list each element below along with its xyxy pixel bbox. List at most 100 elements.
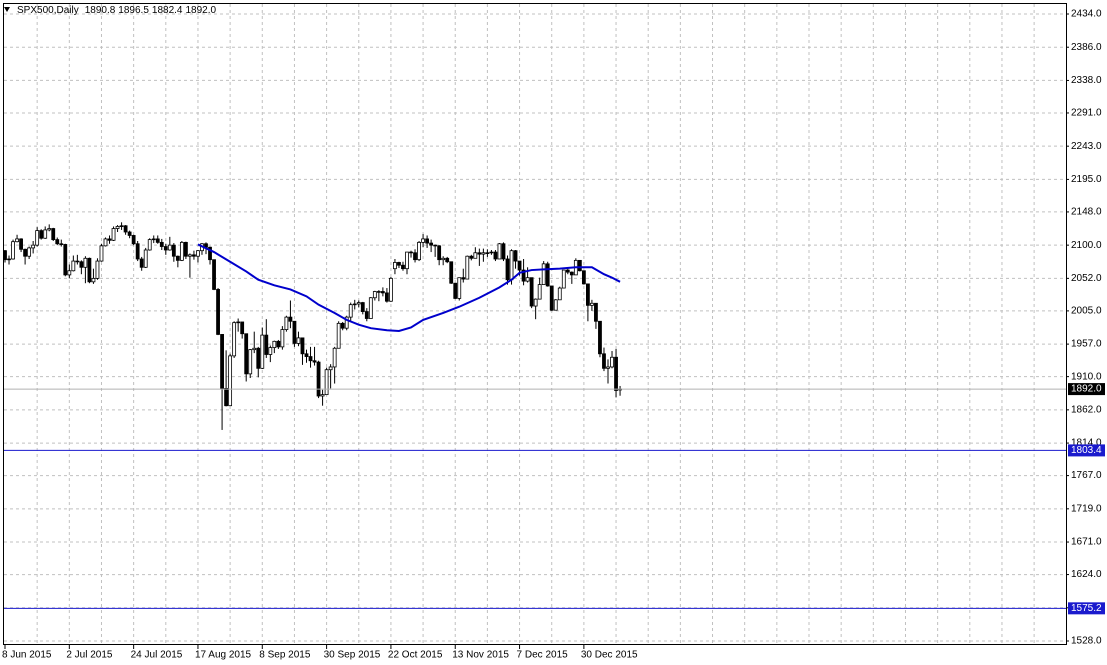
- candle-body: [107, 238, 112, 241]
- candle-body: [192, 254, 196, 257]
- candle-body: [437, 245, 442, 261]
- candle-body: [553, 299, 558, 311]
- candle-body: [368, 297, 373, 319]
- candle-body: [244, 333, 249, 375]
- last-price-label: 1892.0: [1071, 384, 1102, 395]
- candle-body: [3, 250, 7, 261]
- candle-body: [147, 239, 152, 251]
- candle-body: [280, 329, 285, 348]
- candle-body: [131, 235, 136, 245]
- candle-body: [123, 225, 128, 233]
- x-tick-label: 7 Dec 2015: [517, 650, 569, 661]
- candle-body: [393, 262, 397, 270]
- candle-body: [380, 291, 385, 294]
- candle-body: [167, 244, 172, 251]
- candle-body: [557, 287, 562, 301]
- candle-body: [457, 277, 462, 299]
- candle-body: [569, 271, 574, 276]
- candle-body: [565, 269, 570, 273]
- candle-body: [449, 261, 454, 284]
- candle-body: [549, 285, 554, 311]
- candle-body: [417, 241, 421, 261]
- candle-body: [493, 251, 498, 260]
- candle-body: [163, 246, 168, 251]
- candle-body: [179, 241, 184, 261]
- candle-body: [276, 340, 281, 348]
- candle-body: [340, 322, 345, 329]
- candle-body: [27, 247, 32, 257]
- candle-body: [75, 260, 80, 263]
- candle-body: [91, 277, 96, 283]
- candle-body: [115, 226, 120, 229]
- y-tick-label: 2338.0: [1071, 75, 1102, 86]
- candle-body: [95, 260, 100, 279]
- candle-body: [372, 291, 377, 299]
- candle-body: [614, 356, 618, 391]
- x-tick-label: 24 Jul 2015: [131, 650, 183, 661]
- candle-body: [155, 238, 160, 243]
- moving-average: [197, 243, 621, 332]
- candle-body: [316, 361, 321, 397]
- info-close: 1892.0: [185, 5, 216, 16]
- candle-body: [389, 277, 393, 302]
- candle-body: [401, 264, 405, 270]
- marks: [3, 222, 1066, 609]
- candle-body: [71, 260, 76, 272]
- candle-body: [143, 249, 148, 268]
- candle-body: [103, 238, 108, 247]
- labels: 2434.0 2386.0 2338.0 2291.0 2243.0 2195.0 2148…: [2, 9, 1105, 661]
- candle-body: [240, 321, 245, 335]
- candle-body: [135, 243, 140, 260]
- candle-body: [236, 321, 241, 324]
- candle-body: [413, 252, 417, 261]
- candle-body: [111, 228, 116, 241]
- x-tick-label: 8 Sep 2015: [259, 650, 311, 661]
- candle-body: [324, 369, 329, 396]
- x-tick-label: 13 Nov 2015: [452, 650, 509, 661]
- candle-body: [328, 366, 333, 371]
- candle-body: [473, 252, 478, 259]
- y-tick-label: 2434.0: [1071, 9, 1102, 20]
- candle-body: [39, 230, 44, 239]
- info-low: 1882.4: [152, 5, 183, 16]
- candle-body: [260, 334, 265, 369]
- level-label-bg: [1068, 602, 1105, 615]
- y-tick-label: 2052.0: [1071, 273, 1102, 284]
- y-tick-label: 1719.0: [1071, 503, 1102, 514]
- candle-body: [183, 241, 188, 257]
- candle-body: [352, 303, 357, 306]
- x-tick-label: 30 Dec 2015: [581, 650, 638, 661]
- candle-body: [139, 258, 144, 268]
- candle-body: [509, 250, 514, 281]
- candle-body: [312, 360, 317, 363]
- candle-body: [336, 322, 341, 349]
- candle-body: [445, 257, 450, 263]
- y-tick-label: 1910.0: [1071, 371, 1102, 382]
- y-tick-label: 2148.0: [1071, 207, 1102, 218]
- candle-body: [19, 238, 23, 250]
- candle-body: [23, 248, 28, 257]
- candle-body: [288, 316, 293, 322]
- candle-body: [67, 270, 72, 276]
- candle-body: [602, 353, 606, 369]
- y-tick-label: 2195.0: [1071, 174, 1102, 185]
- candle-body: [208, 246, 212, 261]
- candle-body: [272, 340, 277, 348]
- y-tick-label: 1862.0: [1071, 404, 1102, 415]
- candle-body: [433, 244, 438, 247]
- candle-body: [151, 238, 156, 241]
- candle-body: [296, 337, 301, 344]
- x-tick-label: 17 Aug 2015: [195, 650, 252, 661]
- y-tick-label: 1957.0: [1071, 339, 1102, 350]
- candle-body: [224, 388, 229, 407]
- candle-body: [300, 337, 305, 355]
- plot-frame: [3, 3, 1067, 645]
- candle-body: [481, 252, 486, 255]
- candle-body: [47, 228, 52, 231]
- candle-body: [485, 252, 490, 254]
- candle-body: [513, 250, 518, 262]
- candle-body: [590, 302, 594, 306]
- candle-body: [577, 259, 582, 272]
